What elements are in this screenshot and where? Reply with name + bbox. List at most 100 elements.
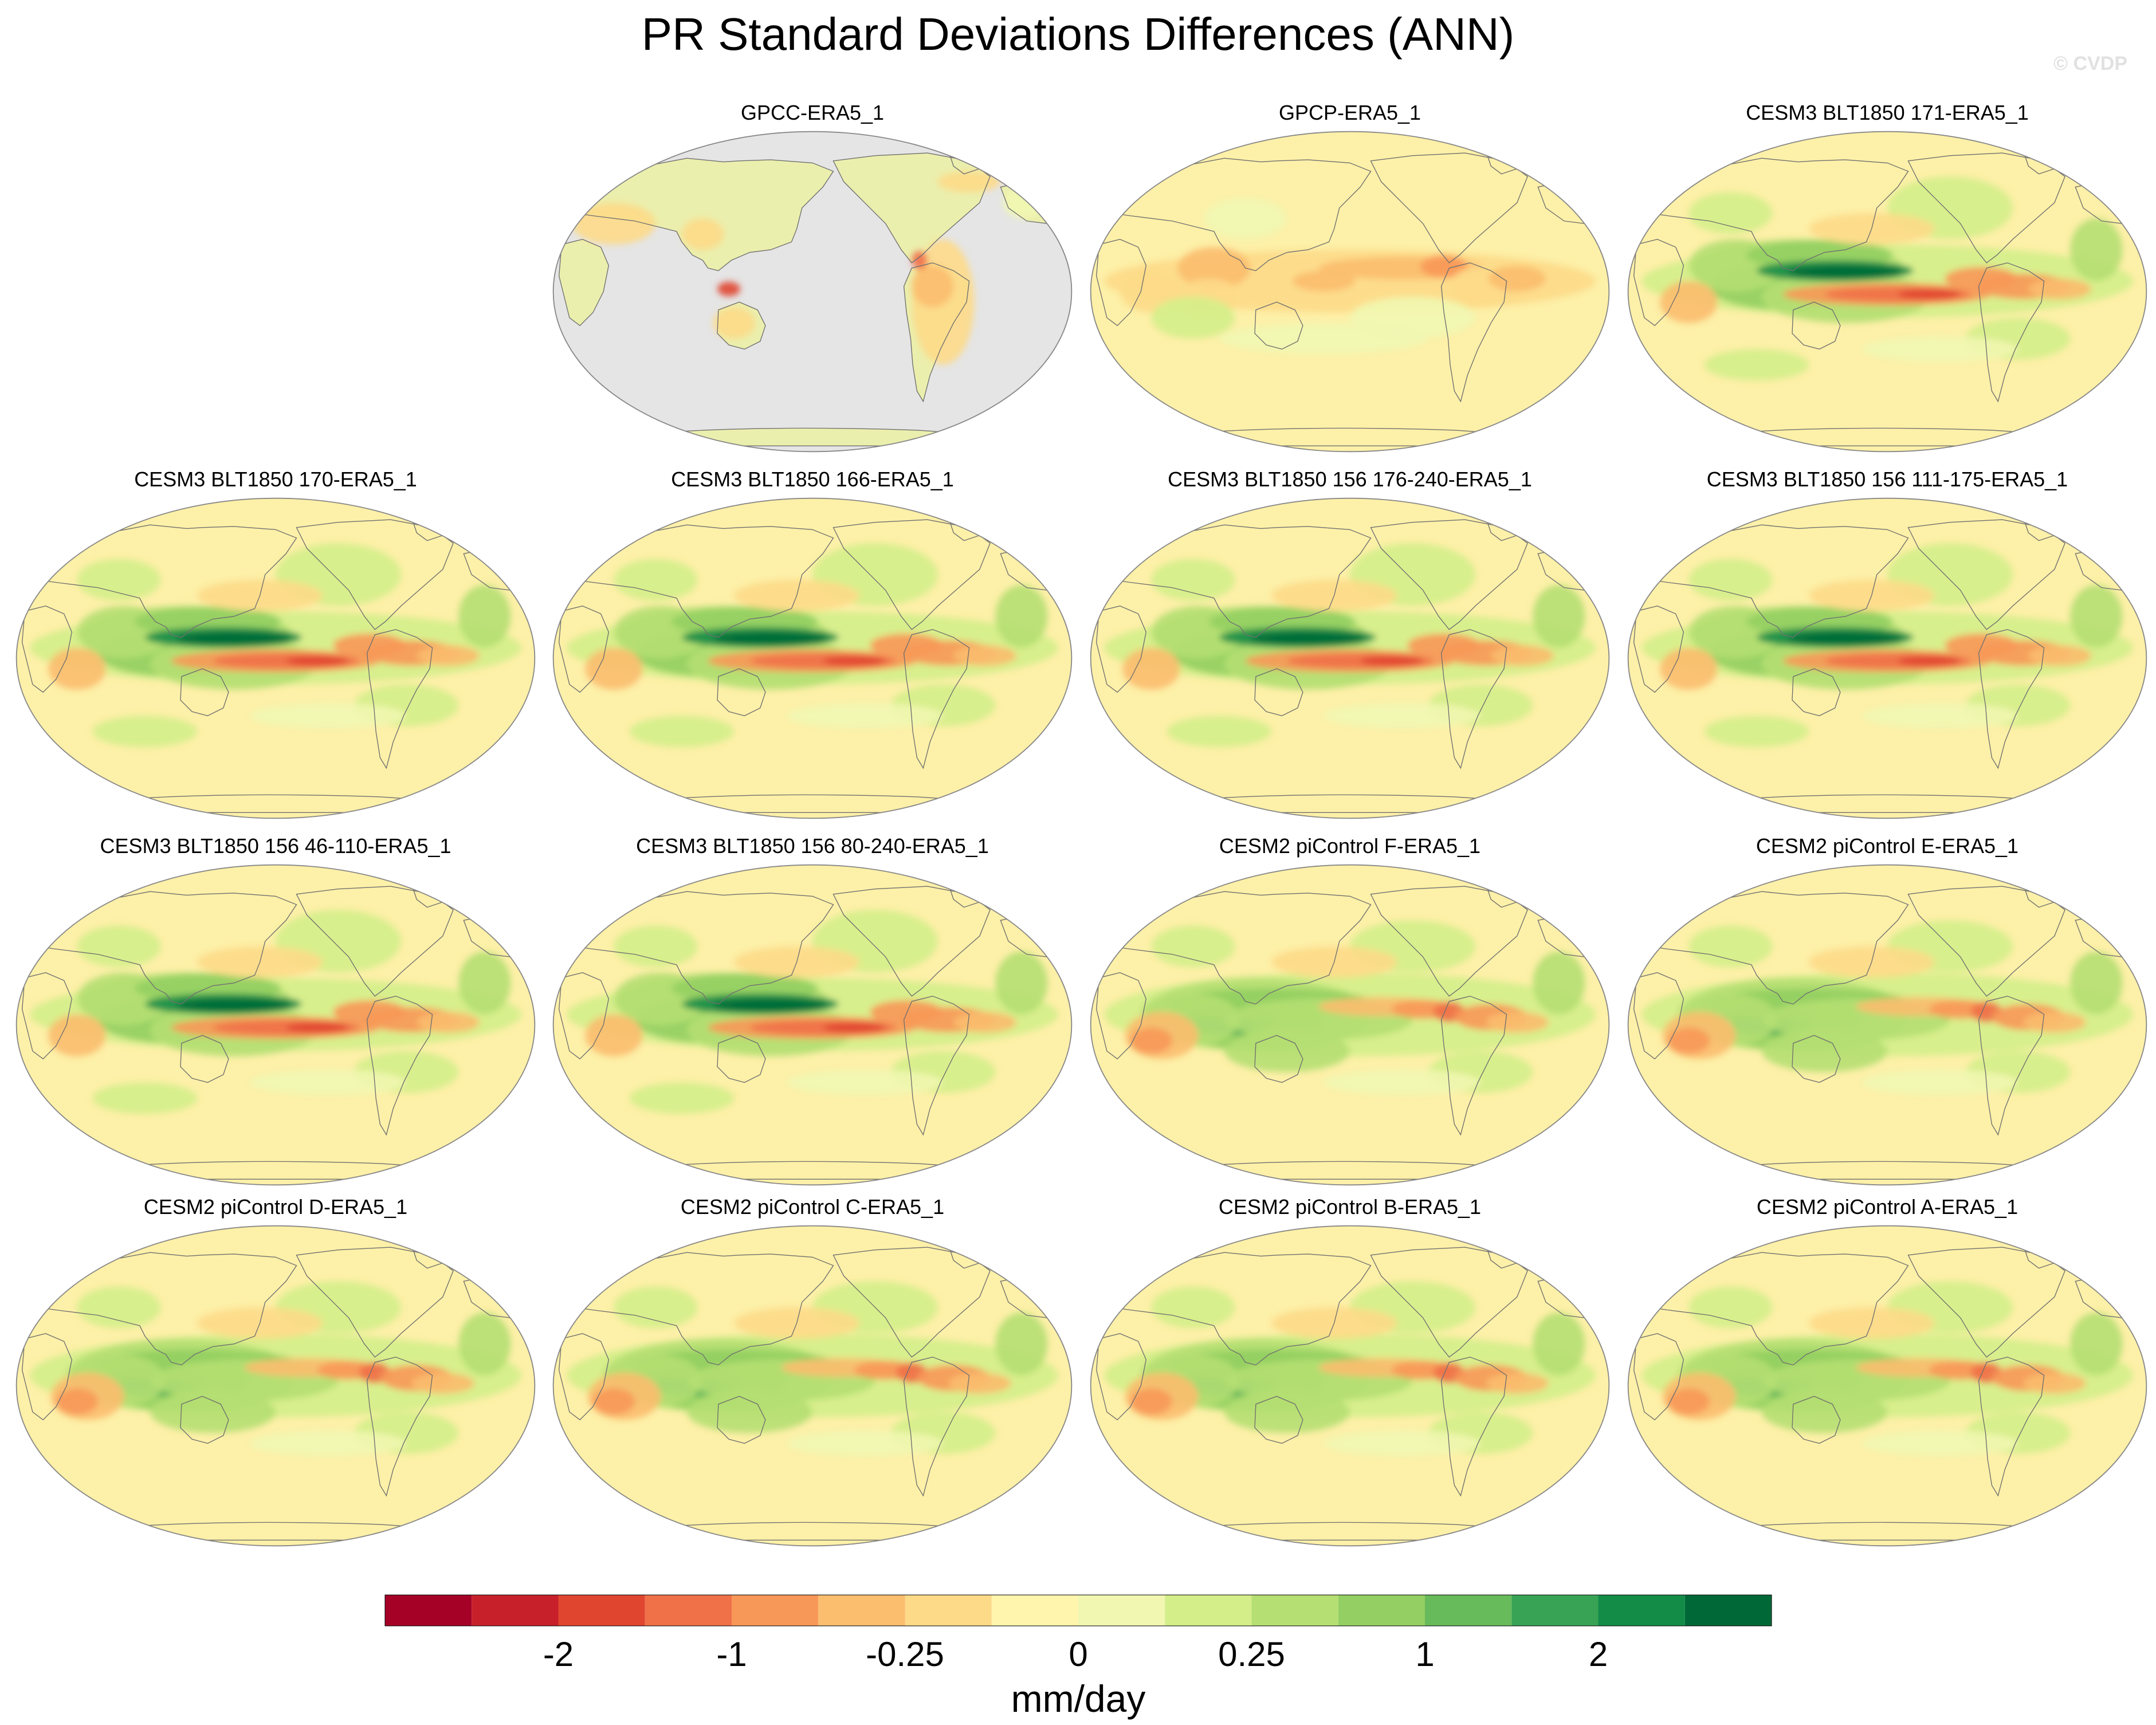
anomaly-region <box>1151 559 1235 601</box>
anomaly-region <box>1420 255 1468 278</box>
globe-outline <box>15 497 536 819</box>
coastline-africa <box>1095 605 1147 693</box>
coastline-australia <box>180 1035 229 1083</box>
panel-title: CESM3 BLT1850 156 176-240-ERA5_1 <box>1168 467 1532 491</box>
anomaly-region <box>995 1313 1048 1376</box>
land-africa <box>559 239 609 326</box>
anomaly-region <box>1660 647 1718 690</box>
coastline-namerica <box>1907 519 2065 630</box>
coastline-africa <box>21 605 73 693</box>
anomaly-region <box>286 655 349 666</box>
coastline-namerica <box>832 152 991 264</box>
anomaly-region <box>1533 952 1585 1015</box>
anomaly-region <box>1788 632 1903 645</box>
anomaly-region <box>77 925 161 968</box>
coastline-namerica <box>1370 1247 1528 1358</box>
anomaly-region <box>92 716 198 748</box>
panel-title: CESM3 BLT1850 156 111-175-ERA5_1 <box>1706 467 2068 491</box>
coastline-africa <box>1633 238 1684 327</box>
colorbar-swatch <box>1338 1595 1425 1626</box>
anomaly-region <box>786 1430 943 1457</box>
anomaly-region <box>1130 1027 1172 1054</box>
anomaly-region <box>1292 270 1356 292</box>
anomaly-region <box>1704 716 1809 748</box>
globe-outline <box>1627 864 2147 1186</box>
anomaly-region <box>1488 265 1546 292</box>
colorbar-swatch <box>1425 1595 1512 1626</box>
coastline-namerica <box>296 519 454 630</box>
anomaly-region <box>1533 1313 1585 1376</box>
coastline-samerica <box>1440 1357 1507 1497</box>
colorbar-swatch <box>385 1595 472 1626</box>
anomaly-region <box>1151 297 1235 339</box>
panel-title: CESM2 piControl B-ERA5_1 <box>1218 1195 1482 1219</box>
anomaly-region <box>713 632 828 645</box>
anomaly-region <box>629 1082 735 1114</box>
anomaly-region <box>1324 702 1480 729</box>
colorbar-swatch <box>472 1595 559 1626</box>
cvdp-watermark: © CVDP <box>2053 53 2127 74</box>
coastline-samerica <box>1440 629 1507 769</box>
anomaly-region <box>77 1286 161 1329</box>
anomaly-region <box>912 265 954 308</box>
coastline-africa <box>1633 605 1684 693</box>
coastline-namerica <box>1907 152 2065 264</box>
panel-title: GPCP-ERA5_1 <box>1278 101 1421 124</box>
map-panel <box>1090 1225 1610 1547</box>
map-panel <box>552 497 1073 819</box>
coastline-africa <box>558 1333 610 1421</box>
colorbar-tick-label: 0.25 <box>1218 1635 1285 1673</box>
coastline-australia <box>180 668 229 717</box>
coastline-australia <box>717 668 766 717</box>
anomaly-region <box>150 1391 276 1433</box>
map-panel <box>552 131 1073 453</box>
coastline-australia <box>1792 668 1841 717</box>
panel-title: CESM3 BLT1850 170-ERA5_1 <box>134 467 417 491</box>
anomaly-region <box>572 202 656 245</box>
map-panel <box>552 864 1073 1186</box>
anomaly-region <box>1324 1430 1480 1457</box>
colorbar-swatch <box>1251 1595 1338 1626</box>
anomaly-region <box>1324 1069 1480 1096</box>
anomaly-region <box>2023 1373 2086 1394</box>
land-asia <box>567 158 834 271</box>
panel-title: GPCC-ERA5_1 <box>740 101 885 124</box>
coastline-samerica <box>366 996 433 1136</box>
coastline-africa <box>558 605 610 693</box>
anomaly-region <box>2070 952 2123 1015</box>
anomaly-region <box>1762 1391 1887 1433</box>
panel-title: CESM3 BLT1850 156 46-110-ERA5_1 <box>100 834 451 858</box>
colorbar-tick-label: 2 <box>1589 1635 1608 1673</box>
anomaly-region <box>1667 1388 1710 1415</box>
coastline-australia <box>717 1396 766 1444</box>
anomaly-region <box>592 1388 635 1415</box>
anomaly-region <box>1151 1286 1235 1329</box>
globe-outline <box>1627 497 2147 819</box>
panel-title: CESM2 piControl D-ERA5_1 <box>143 1195 408 1219</box>
anomaly-region <box>948 1373 1011 1394</box>
anomaly-region <box>77 559 161 601</box>
anomaly-region <box>614 1286 698 1329</box>
anomaly-region <box>713 307 755 339</box>
coastline-samerica <box>1978 1357 2045 1497</box>
coastline-africa <box>1095 1333 1147 1421</box>
anomaly-region <box>614 559 698 601</box>
anomaly-region <box>1167 716 1272 748</box>
anomaly-region <box>286 1022 349 1033</box>
anomaly-region <box>713 999 828 1012</box>
anomaly-region <box>1224 1030 1350 1072</box>
coastline-namerica <box>832 886 991 997</box>
panel-title: CESM2 piControl F-ERA5_1 <box>1219 834 1481 858</box>
anomaly-region <box>585 647 643 690</box>
globe-outline <box>1090 497 1610 819</box>
coastline-africa <box>1633 1333 1684 1421</box>
coastline-samerica <box>903 996 970 1136</box>
coastline-samerica <box>366 629 433 769</box>
globe-outline <box>1090 864 1610 1186</box>
anomaly-region <box>249 1430 406 1457</box>
coastline-namerica <box>1370 886 1528 997</box>
anomaly-region <box>1788 265 1903 278</box>
coastline-africa <box>21 1333 73 1421</box>
coastline-australia <box>1254 301 1303 350</box>
anomaly-region <box>1861 702 2018 729</box>
